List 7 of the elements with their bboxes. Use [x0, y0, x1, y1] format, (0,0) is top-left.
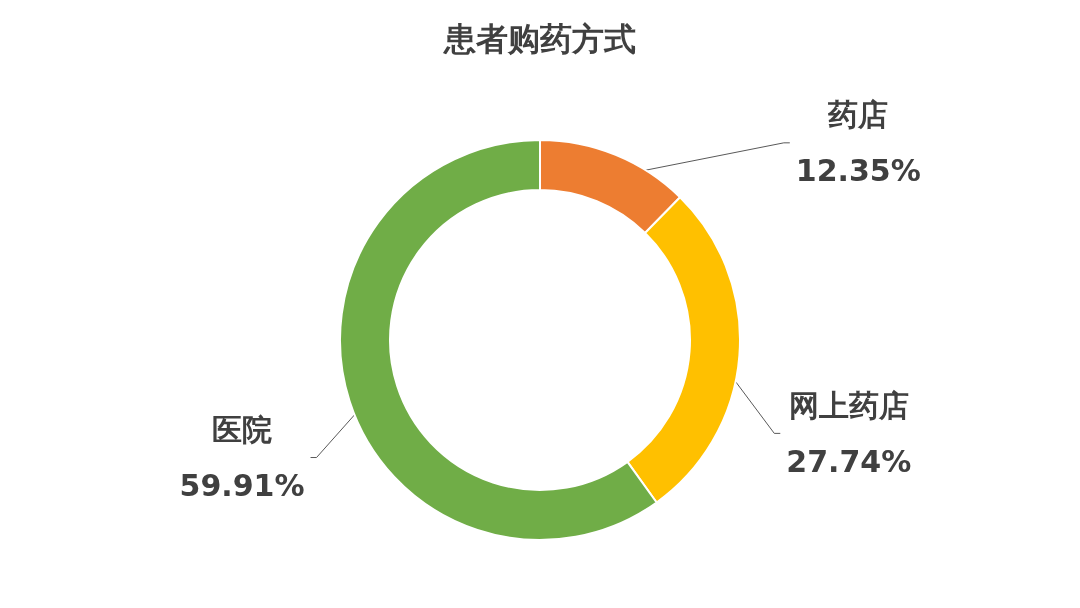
- slice-label: 医院: [212, 412, 273, 448]
- data-label: 59.91%: [179, 468, 305, 504]
- slice-label: 药店: [827, 97, 889, 133]
- slice-label: 网上药店: [788, 387, 909, 423]
- chart-title: 患者购药方式: [442, 20, 636, 58]
- data-label: 27.74%: [786, 443, 912, 479]
- data-label: 12.35%: [795, 153, 921, 189]
